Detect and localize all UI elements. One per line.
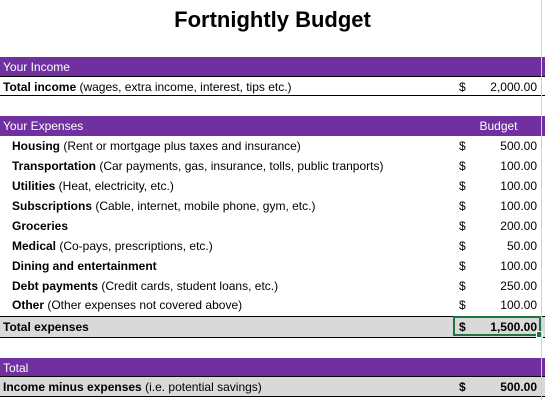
total-expenses-label: Total expenses	[3, 320, 89, 334]
total-header-row[interactable]: Total	[0, 358, 545, 378]
expense-label: Utilities (Heat, electricity, etc.)	[12, 176, 174, 196]
total-expenses-row[interactable]: Total expenses $ 1,500.00	[0, 316, 545, 338]
expense-row-groceries[interactable]: Groceries $ 200.00	[0, 216, 545, 236]
gridline-right	[541, 0, 542, 400]
total-income-row[interactable]: Total income (wages, extra income, inter…	[0, 76, 545, 96]
expense-row-dining[interactable]: Dining and entertainment $ 100.00	[0, 256, 545, 276]
expense-amount[interactable]: 200.00	[500, 219, 537, 233]
total-expenses-currency: $	[459, 320, 466, 334]
net-row[interactable]: Income minus expenses (i.e. potential sa…	[0, 376, 545, 397]
expense-amount[interactable]: 100.00	[500, 199, 537, 213]
expense-title: Subscriptions	[12, 199, 93, 213]
expense-note: (Credit cards, student loans, etc.)	[98, 279, 279, 293]
total-expenses-amount[interactable]: 1,500.00	[490, 320, 537, 334]
expense-title: Dining and entertainment	[12, 259, 157, 273]
expense-title: Debt payments	[12, 279, 99, 293]
expense-amount[interactable]: 100.00	[500, 259, 537, 273]
expense-currency: $	[459, 159, 466, 173]
total-header: Total	[3, 361, 29, 375]
fill-handle[interactable]	[536, 331, 543, 338]
expense-note: (Rent or mortgage plus taxes and insuran…	[60, 139, 301, 153]
expense-row-medical[interactable]: Medical (Co-pays, prescriptions, etc.) $…	[0, 236, 545, 256]
net-title: Income minus expenses	[3, 380, 142, 394]
expense-label: Groceries	[12, 216, 68, 236]
expense-row-transportation[interactable]: Transportation (Car payments, gas, insur…	[0, 156, 545, 176]
expense-note: (Co-pays, prescriptions, etc.)	[56, 239, 213, 253]
expense-currency: $	[459, 239, 466, 253]
expense-title: Transportation	[12, 159, 97, 173]
expense-label: Medical (Co-pays, prescriptions, etc.)	[12, 236, 213, 256]
expense-note: (Other expenses not covered above)	[44, 298, 243, 312]
net-note: (i.e. potential savings)	[141, 380, 262, 394]
expenses-header: Your Expenses	[3, 119, 84, 133]
expense-currency: $	[459, 179, 466, 193]
expense-label: Transportation (Car payments, gas, insur…	[12, 156, 383, 176]
expense-label: Other (Other expenses not covered above)	[12, 295, 242, 315]
sheet-title: Fortnightly Budget	[174, 7, 371, 32]
income-header-row[interactable]: Your Income	[0, 57, 545, 77]
expense-note: (Heat, electricity, etc.)	[55, 179, 174, 193]
expense-label: Subscriptions (Cable, internet, mobile p…	[12, 196, 315, 216]
expenses-header-row[interactable]: Your Expenses Budget	[0, 116, 545, 136]
expense-row-subscriptions[interactable]: Subscriptions (Cable, internet, mobile p…	[0, 196, 545, 216]
expense-title: Medical	[12, 239, 57, 253]
expense-title: Utilities	[12, 179, 56, 193]
expense-amount[interactable]: 100.00	[500, 298, 537, 312]
budget-column-header: Budget	[479, 119, 518, 133]
net-label: Income minus expenses (i.e. potential sa…	[3, 377, 262, 397]
expense-row-debt[interactable]: Debt payments (Credit cards, student loa…	[0, 276, 545, 296]
expense-amount[interactable]: 100.00	[500, 179, 537, 193]
expense-currency: $	[459, 219, 466, 233]
total-income-currency: $	[459, 80, 466, 94]
expense-currency: $	[459, 199, 466, 213]
net-currency: $	[459, 380, 466, 394]
expense-amount[interactable]: 500.00	[500, 139, 537, 153]
total-income-label: Total income (wages, extra income, inter…	[3, 77, 292, 97]
expense-title: Other	[12, 298, 45, 312]
selected-cell-outline[interactable]	[453, 316, 543, 338]
expense-amount[interactable]: 250.00	[500, 279, 537, 293]
expense-currency: $	[459, 298, 466, 312]
expense-amount[interactable]: 100.00	[500, 159, 537, 173]
expense-row-other[interactable]: Other (Other expenses not covered above)…	[0, 295, 545, 315]
total-income-amount[interactable]: 2,000.00	[490, 80, 537, 94]
total-income-title: Total income	[3, 80, 77, 94]
expense-title: Groceries	[12, 219, 69, 233]
expense-label: Debt payments (Credit cards, student loa…	[12, 276, 278, 296]
expense-row-housing[interactable]: Housing (Rent or mortgage plus taxes and…	[0, 136, 545, 156]
expense-note: (Car payments, gas, insurance, tolls, pu…	[96, 159, 384, 173]
expense-label: Dining and entertainment	[12, 256, 157, 276]
expense-currency: $	[459, 139, 466, 153]
expense-currency: $	[459, 259, 466, 273]
expense-note: (Cable, internet, mobile phone, gym, etc…	[92, 199, 316, 213]
expense-amount[interactable]: 50.00	[506, 239, 537, 253]
expense-currency: $	[459, 279, 466, 293]
expense-title: Housing	[12, 139, 60, 153]
expense-label: Housing (Rent or mortgage plus taxes and…	[12, 136, 301, 156]
total-income-note: (wages, extra income, interest, tips etc…	[76, 80, 292, 94]
income-header: Your Income	[3, 60, 70, 74]
expense-row-utilities[interactable]: Utilities (Heat, electricity, etc.) $ 10…	[0, 176, 545, 196]
net-amount[interactable]: 500.00	[500, 380, 537, 394]
